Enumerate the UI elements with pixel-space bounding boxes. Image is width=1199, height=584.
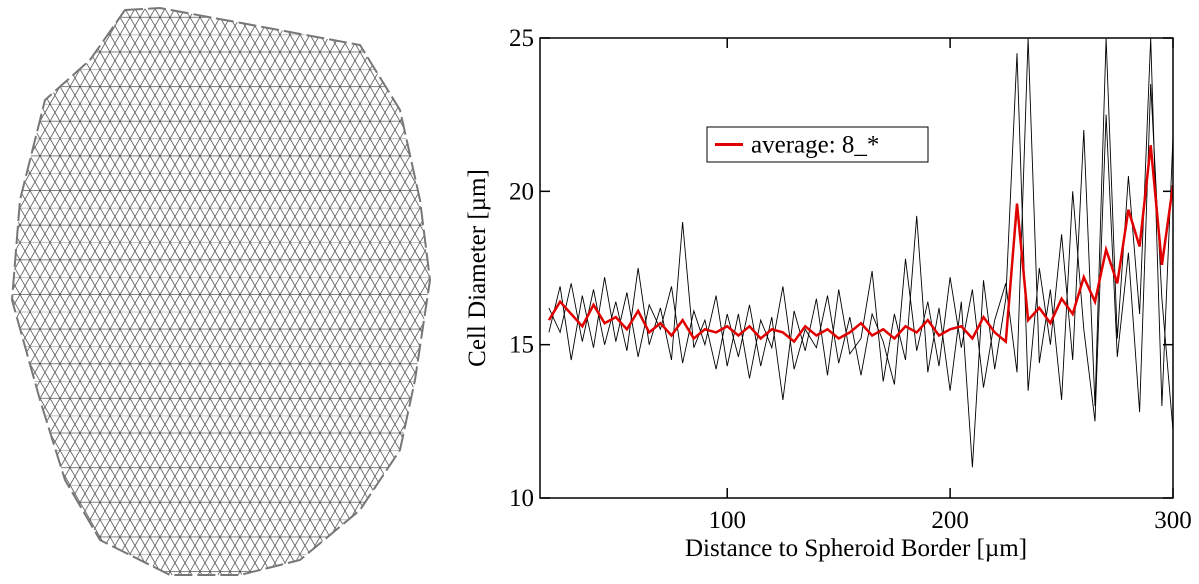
x-axis-label: Distance to Spheroid Border [µm] — [685, 535, 1027, 562]
y-tick-label: 10 — [509, 485, 534, 512]
plot-frame — [539, 37, 1174, 499]
y-axis-label: Cell Diameter [µm] — [464, 169, 491, 367]
series-line — [548, 38, 1173, 468]
y-tick-label: 25 — [509, 25, 534, 52]
x-tick-label: 300 — [1154, 507, 1192, 534]
legend-box — [706, 126, 929, 163]
plot: 10 15 20 25 100 200 300 average: 8_* — [509, 25, 1192, 534]
series-line — [547, 145, 1173, 345]
legend-label: average: 8_* — [751, 132, 879, 159]
x-tick-label: 200 — [931, 507, 969, 534]
y-tick-label: 20 — [509, 178, 534, 205]
series-line — [548, 38, 1173, 431]
y-tick-label: 15 — [509, 332, 534, 359]
x-tick-label: 100 — [708, 507, 746, 534]
cell-mesh — [10, 6, 432, 576]
series-group — [547, 38, 1173, 468]
